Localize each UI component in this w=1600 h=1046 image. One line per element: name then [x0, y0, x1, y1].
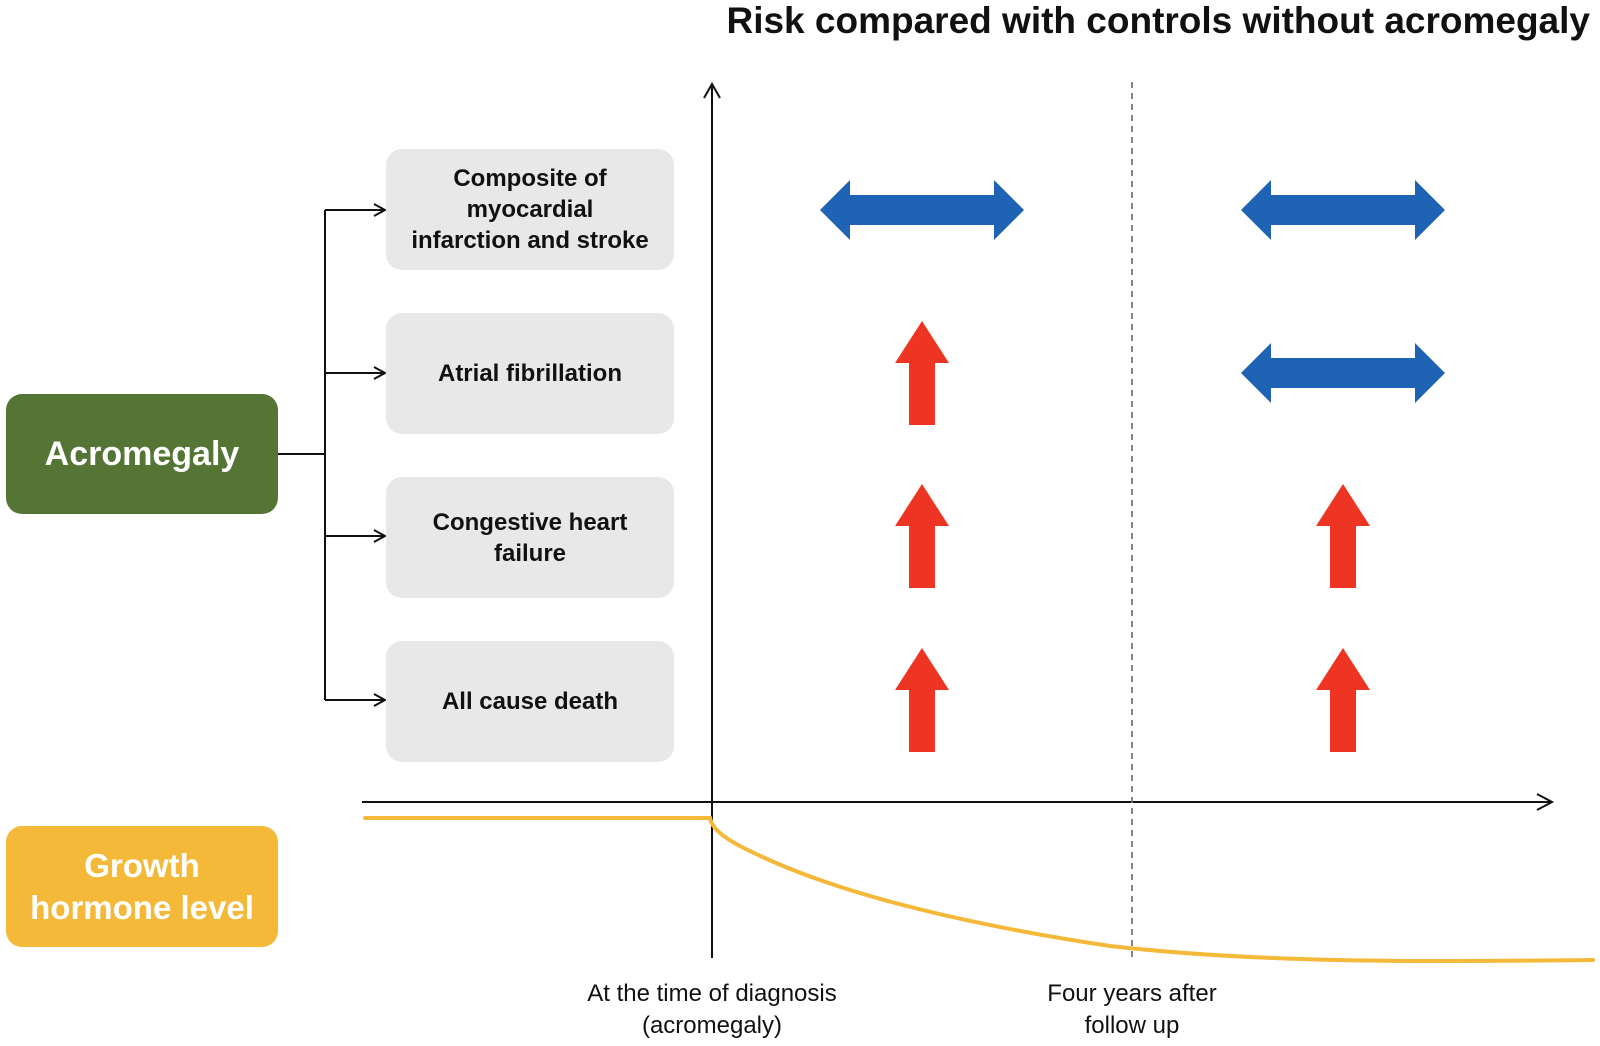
time-axis-arrowhead [1536, 793, 1555, 811]
timepoint-four-years-label: Four years after follow up [972, 978, 1292, 1042]
timepoint-diagnosis-label: At the time of diagnosis (acromegaly) [552, 978, 872, 1042]
acromegaly-label: Acromegaly [44, 434, 240, 473]
increased-risk-arrow-icon [1316, 648, 1370, 752]
risk-arrows [820, 180, 1445, 752]
vertical-axis-arrowhead [703, 81, 721, 99]
increased-risk-arrow-icon [895, 484, 949, 588]
connector-tree [278, 210, 384, 700]
growth-hormone-box: Growth hormone level [6, 826, 278, 947]
axes [362, 81, 1555, 958]
increased-risk-arrow-icon [1316, 484, 1370, 588]
outcome-label-line: infarction and stroke [411, 227, 649, 254]
outcome-box-mi-stroke: Composite of myocardial infarction and s… [386, 149, 674, 270]
diagram-title: Risk compared with controls without acro… [726, 0, 1590, 41]
outcome-box-atrial-fibrillation: Atrial fibrillation [386, 313, 674, 434]
timepoint-diagnosis-line1: At the time of diagnosis [587, 980, 837, 1007]
no-difference-arrow-icon [1241, 180, 1445, 240]
timepoint-four-years-line2: follow up [1084, 1012, 1180, 1039]
acromegaly-box: Acromegaly [6, 394, 278, 514]
outcome-label-line: failure [493, 539, 567, 567]
growth-hormone-label-line2: hormone level [30, 888, 254, 926]
outcome-label-line: Congestive heart [432, 508, 628, 536]
outcome-label-line: myocardial [466, 196, 594, 223]
outcome-label-line: Composite of [453, 165, 607, 192]
increased-risk-arrow-icon [895, 648, 949, 752]
outcome-label-line: Atrial fibrillation [437, 360, 622, 387]
outcome-box-all-cause-death: All cause death [386, 641, 674, 762]
no-difference-arrow-icon [820, 180, 1024, 240]
growth-hormone-curve [363, 816, 1595, 964]
increased-risk-arrow-icon [895, 321, 949, 425]
growth-hormone-label-line1: Growth [84, 846, 200, 884]
timepoint-diagnosis-line2: (acromegaly) [641, 1012, 783, 1039]
outcome-box-heart-failure: Congestive heart failure [386, 477, 674, 598]
timepoint-four-years-line1: Four years after [1047, 980, 1217, 1007]
outcome-label-line: All cause death [441, 688, 619, 715]
no-difference-arrow-icon [1241, 343, 1445, 403]
